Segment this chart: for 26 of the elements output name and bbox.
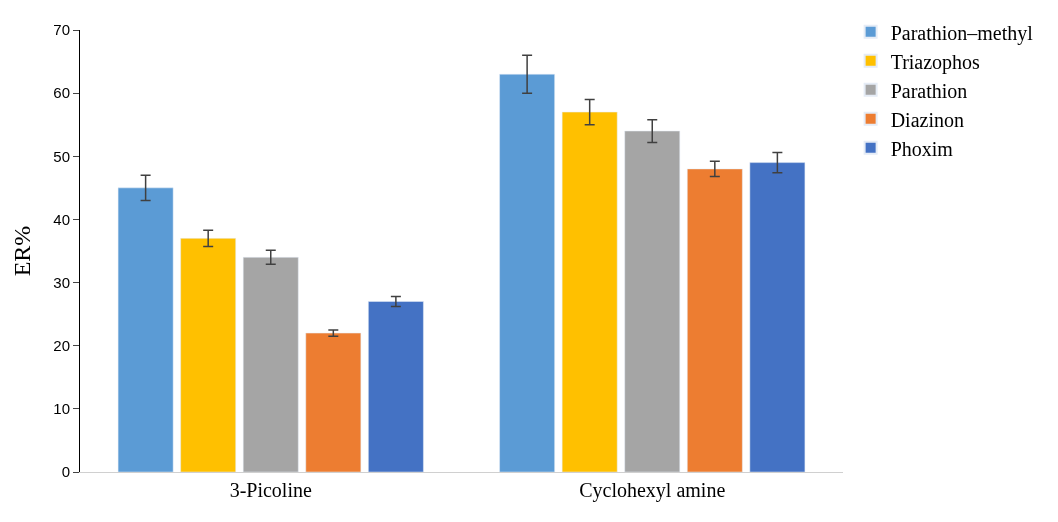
bar xyxy=(687,168,743,472)
y-tick-label: 20 xyxy=(53,336,70,354)
y-axis-title: ER% xyxy=(9,225,36,277)
bar xyxy=(561,111,618,472)
legend-label: Diazinon xyxy=(890,108,964,131)
y-tick-label: 0 xyxy=(61,463,70,481)
x-tick-label: Cyclohexyl amine xyxy=(579,479,726,502)
legend-label: Parathion xyxy=(890,79,968,102)
bar xyxy=(117,187,174,472)
bar xyxy=(242,257,299,472)
y-tick-label: 30 xyxy=(53,273,70,291)
legend-label: Parathion–methyl xyxy=(890,21,1034,45)
legend-label: Phoxim xyxy=(890,137,954,160)
bar xyxy=(180,238,236,472)
x-tick-label: 3-Picoline xyxy=(229,479,312,501)
bar xyxy=(499,73,555,472)
legend-label: Triazophos xyxy=(890,50,981,74)
bar xyxy=(624,130,681,472)
bar xyxy=(305,332,362,472)
y-tick-label: 70 xyxy=(53,21,70,39)
y-tick-label: 50 xyxy=(53,147,70,165)
bar xyxy=(368,301,424,472)
bar xyxy=(749,162,806,472)
y-tick-label: 40 xyxy=(53,210,70,228)
y-tick-label: 60 xyxy=(53,84,70,102)
y-tick-label: 10 xyxy=(53,400,70,418)
